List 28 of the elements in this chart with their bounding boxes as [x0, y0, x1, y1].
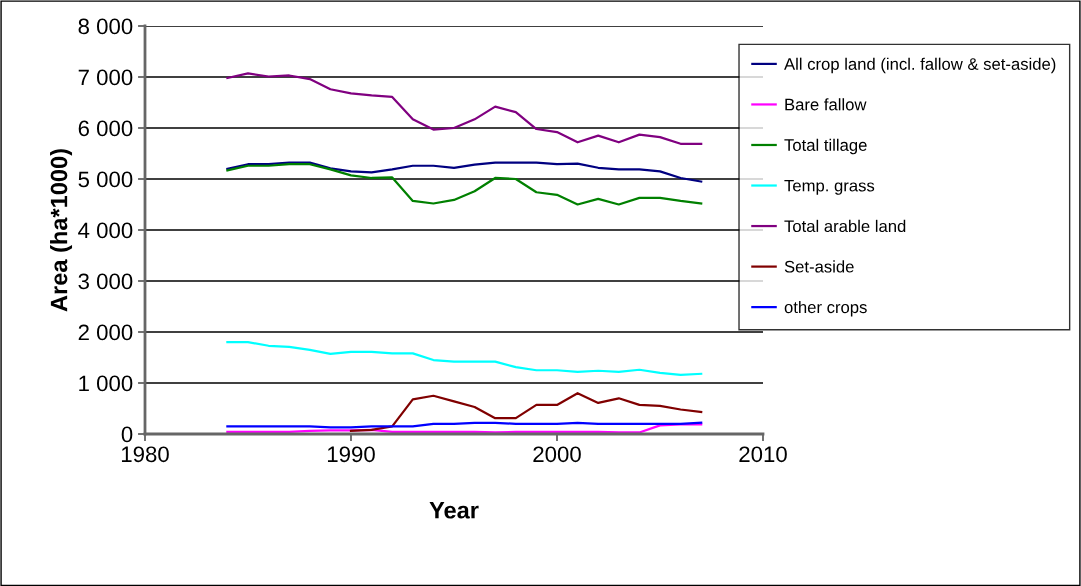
line-series — [349, 392, 703, 433]
x-tick-label: 2000 — [533, 446, 581, 463]
line-series — [226, 163, 703, 206]
line-series — [226, 423, 703, 434]
x-tick-label: 2010 — [739, 446, 787, 463]
line-series — [226, 341, 703, 376]
y-tick-label: 3 000 — [78, 273, 133, 290]
x-tick-label: 1990 — [327, 446, 375, 463]
y-tick-label: 7 000 — [78, 69, 133, 86]
y-tick-label: 0 — [121, 426, 133, 443]
y-axis-title: Area (ha*1000) — [50, 149, 73, 312]
y-tick-label: 4 000 — [78, 222, 133, 239]
y-tick-label: 6 000 — [78, 120, 133, 137]
y-tick-label: 2 000 — [78, 324, 133, 341]
legend-label: Bare fallow — [785, 98, 867, 111]
line-series — [226, 161, 703, 183]
legend-label: Total tillage — [784, 138, 867, 155]
x-tick-label: 1980 — [121, 446, 169, 463]
legend-label: other crops — [784, 300, 867, 317]
legend-label: Total arable land — [784, 219, 906, 233]
y-tick-label: 1 000 — [79, 375, 133, 392]
legend-label: All crop land (incl. fallow & set-aside) — [784, 57, 1056, 74]
x-axis-title: Year — [429, 502, 479, 519]
line-series — [226, 72, 703, 145]
y-tick-label: 5 000 — [78, 171, 133, 188]
legend-label: Temp. grass — [784, 179, 875, 195]
y-tick-label: 8 000 — [78, 18, 133, 35]
legend-label: Set-aside — [784, 260, 854, 273]
